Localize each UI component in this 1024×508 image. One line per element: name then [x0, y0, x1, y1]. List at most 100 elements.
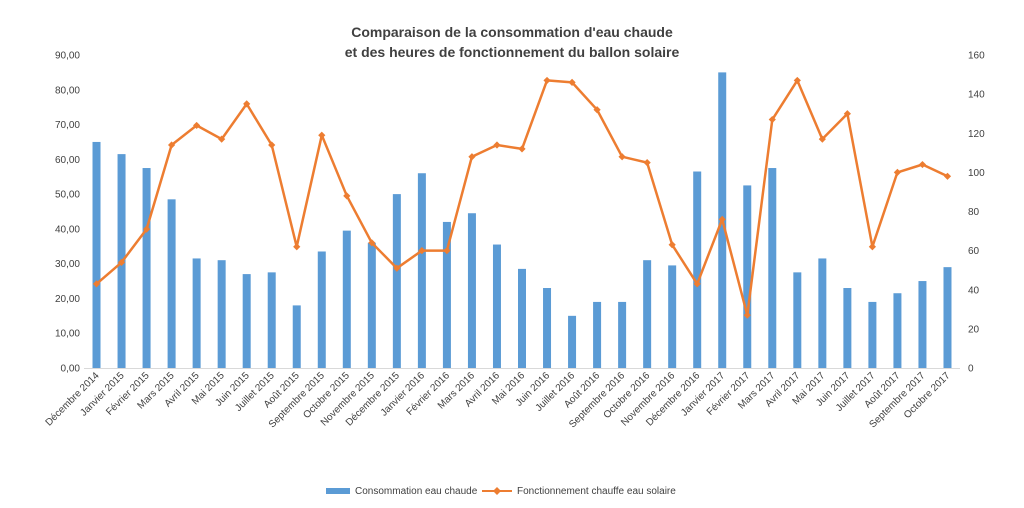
bar	[768, 168, 777, 368]
line-point	[218, 135, 226, 143]
bar	[918, 281, 927, 368]
left-tick-label: 10,00	[55, 329, 80, 340]
bar	[643, 260, 652, 368]
line-point	[868, 243, 876, 251]
line-point	[493, 141, 501, 149]
line-point	[368, 239, 376, 247]
right-axis: 0 20 40 60 80 100 120 140 160	[968, 51, 985, 375]
line-point	[193, 121, 201, 130]
line-point	[618, 153, 626, 161]
right-tick-label: 160	[968, 51, 985, 62]
right-tick-label: 0	[968, 364, 974, 375]
bar	[267, 272, 276, 368]
bar	[568, 315, 577, 368]
bar	[793, 272, 802, 368]
line-point	[468, 153, 476, 161]
line-point	[117, 258, 126, 266]
line-point	[793, 76, 801, 85]
left-tick-label: 40,00	[55, 224, 80, 235]
line-series	[92, 76, 952, 319]
line-point	[818, 135, 826, 143]
bar	[543, 288, 552, 368]
line-point	[543, 76, 551, 85]
bar	[167, 199, 176, 368]
left-axis: 0,00 10,00 20,00 30,00 40,00 50,00 60,00 70,00 8…	[55, 51, 80, 375]
left-tick-label: 20,00	[55, 294, 80, 305]
line-point	[643, 158, 651, 167]
line-point	[893, 168, 902, 176]
bar	[242, 274, 251, 368]
bar	[518, 268, 526, 368]
legend-marker-line	[493, 487, 501, 495]
left-tick-label: 50,00	[55, 190, 80, 201]
line-point	[518, 145, 526, 153]
line-point	[393, 264, 401, 272]
line-point	[843, 110, 851, 118]
bar	[342, 230, 351, 368]
right-tick-label: 100	[968, 168, 985, 179]
line-point	[92, 280, 101, 288]
bar	[893, 293, 902, 368]
left-tick-label: 70,00	[55, 120, 80, 131]
right-tick-label: 140	[968, 90, 985, 101]
bar	[442, 221, 451, 368]
bar	[392, 194, 401, 368]
bar	[843, 288, 852, 368]
legend: Consommation eau chaude Fonctionnement c…	[326, 486, 676, 497]
line-point	[168, 141, 176, 149]
legend-swatch-bar	[326, 488, 350, 494]
line-point	[243, 100, 251, 108]
bar	[367, 242, 376, 368]
left-tick-label: 0,00	[61, 364, 81, 375]
chart-title-line-2: et des heures de fonctionnement du ballo…	[345, 44, 680, 60]
bar	[593, 301, 602, 368]
line-point	[418, 247, 426, 255]
bar	[417, 173, 426, 368]
legend-label-bar: Consommation eau chaude	[355, 486, 478, 497]
bar	[192, 258, 201, 368]
right-tick-label: 60	[968, 246, 980, 257]
line-point	[293, 243, 301, 251]
right-tick-label: 40	[968, 285, 980, 296]
line-point	[593, 106, 601, 114]
bar	[668, 265, 677, 368]
line-point	[768, 115, 776, 124]
chart-title-line-1: Comparaison de la consommation d'eau cha…	[351, 24, 673, 40]
legend-label-line: Fonctionnement chauffe eau solaire	[517, 486, 676, 497]
bar	[317, 251, 326, 368]
bar	[292, 305, 301, 368]
line-point	[668, 241, 676, 249]
bar	[943, 267, 952, 368]
line-point	[268, 141, 276, 149]
line-point	[743, 311, 751, 319]
line-point	[443, 247, 451, 255]
left-tick-label: 60,00	[55, 155, 80, 166]
bar	[142, 168, 151, 368]
bar	[818, 258, 827, 368]
line-point	[943, 172, 952, 180]
bar	[743, 185, 752, 368]
line-point	[142, 225, 151, 233]
bar	[492, 244, 501, 368]
left-tick-label: 90,00	[55, 51, 80, 62]
right-tick-label: 120	[968, 129, 985, 140]
line-point	[318, 131, 326, 139]
bar	[868, 301, 877, 368]
bar	[618, 301, 627, 368]
bar	[217, 260, 226, 368]
bar	[92, 141, 101, 368]
bar	[467, 213, 476, 368]
line-point	[693, 280, 701, 288]
line-point	[343, 192, 351, 200]
left-tick-label: 30,00	[55, 259, 80, 270]
line-point	[918, 160, 927, 169]
line-point	[568, 78, 576, 86]
bar	[693, 171, 702, 368]
right-tick-label: 80	[968, 207, 980, 218]
right-tick-label: 20	[968, 324, 980, 335]
line-point	[718, 215, 726, 223]
left-tick-label: 80,00	[55, 85, 80, 96]
